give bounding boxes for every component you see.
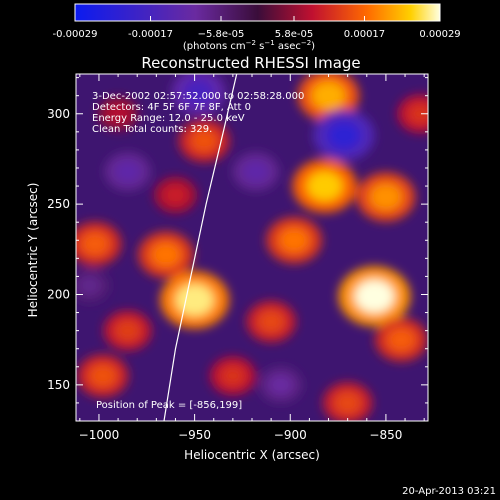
colorbar-tick-label: 0.00017 — [344, 29, 385, 40]
heatmap-source-core — [268, 374, 293, 395]
colorbar-ticks: -0.00029 -0.00017 −5.8e-05 5.8e-05 0.00017 0.… — [53, 16, 461, 40]
y-tick-label: 300 — [47, 107, 70, 121]
heatmap-source-core — [243, 160, 269, 183]
annotation-clean: Clean Total counts: 329. — [92, 124, 212, 135]
solar-limb-curve — [163, 74, 238, 421]
heatmap-source-core — [107, 104, 130, 124]
heatmap-source-core — [326, 121, 361, 150]
axis-ticks: −1000 −950 −900 −850 150 200 250 300 — [47, 74, 428, 442]
x-tick-label: −850 — [369, 428, 402, 442]
colorbar-tick-label: -0.00017 — [128, 29, 173, 40]
x-axis-label: Heliocentric X (arcsec) — [184, 448, 320, 462]
x-tick-label: −1000 — [79, 428, 120, 442]
colorbar-tick-label: -0.00029 — [53, 29, 98, 40]
heatmap-source-core — [190, 129, 219, 153]
colorbar-tick-label: 5.8e-05 — [275, 29, 313, 40]
heatmap-source-core — [407, 103, 428, 125]
y-tick-label: 150 — [47, 378, 70, 392]
chart-title: Reconstructed RHESSI Image — [141, 54, 360, 72]
heatmap-source-core — [80, 231, 110, 256]
colorbar-tick-label: −5.8e-05 — [198, 29, 245, 40]
heatmap-source-core — [114, 319, 141, 342]
heatmap-source-core — [150, 241, 182, 268]
annotation-energy: Energy Range: 12.0 - 25.0 keV — [92, 113, 245, 124]
y-axis-label: Heliocentric Y (arcsec) — [26, 183, 40, 318]
heatmap-source-core — [257, 310, 285, 333]
heatmap-source-core — [78, 276, 101, 295]
x-tick-label: −950 — [178, 428, 211, 442]
heatmap-source-core — [369, 183, 402, 211]
colorbar-unit-label: (photons cm−2 s−1 asec−2) — [183, 39, 315, 52]
y-tick-label: 200 — [47, 287, 70, 301]
heatmap-source-core — [306, 171, 343, 201]
heatmap-source-core — [278, 227, 310, 254]
heatmap-source-core — [220, 365, 246, 387]
heatmap-source-core — [386, 327, 416, 352]
heatmap-source-core — [114, 160, 141, 183]
footer-timestamp: 20-Apr-2013 03:21 — [402, 486, 496, 497]
y-tick-label: 250 — [47, 197, 70, 211]
annotation-time: 3-Dec-2002 02:57:52.000 to 02:58:28.000 — [92, 91, 304, 102]
heatmap-source-core — [311, 81, 346, 110]
x-tick-label: −900 — [274, 428, 307, 442]
heatmap-source-core — [334, 391, 362, 415]
plot-area — [76, 74, 428, 421]
heatmap-source-core — [175, 284, 214, 316]
colorbar — [74, 3, 441, 22]
heatmap-source-core — [354, 279, 395, 313]
heatmap-source-core — [163, 185, 188, 206]
colorbar-tick-label: 0.00029 — [419, 29, 460, 40]
annotation-peak: Position of Peak = [-856,199] — [96, 400, 242, 411]
heatmap-sources — [76, 74, 428, 421]
heatmap-source-core — [183, 79, 214, 105]
annotation-detectors: Detectors: 4F 5F 6F 7F 8F, Att 0 — [92, 102, 251, 113]
heatmap-source-core — [88, 364, 117, 388]
